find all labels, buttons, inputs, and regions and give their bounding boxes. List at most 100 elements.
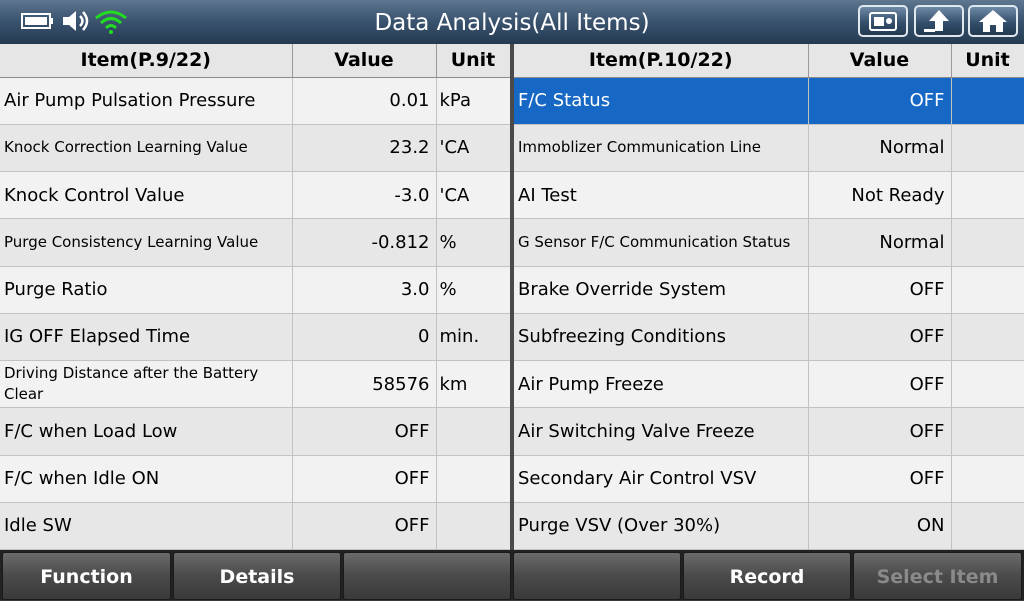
item-unit bbox=[951, 407, 1024, 456]
item-unit bbox=[951, 455, 1024, 503]
item-unit bbox=[951, 218, 1024, 267]
wifi-icon bbox=[95, 10, 127, 34]
item-value: OFF bbox=[292, 455, 437, 503]
item-name: Idle SW bbox=[0, 502, 293, 551]
item-value: 58576 bbox=[292, 360, 437, 409]
item-name: Secondary Air Control VSV bbox=[514, 455, 809, 503]
item-unit bbox=[951, 77, 1024, 125]
home-icon bbox=[979, 10, 1007, 32]
item-value: -0.812 bbox=[292, 218, 437, 267]
screenshot-icon bbox=[869, 12, 897, 31]
blank-button-2[interactable] bbox=[513, 552, 681, 600]
table-row[interactable]: Purge Consistency Learning Value -0.812 … bbox=[0, 218, 511, 267]
column-header-unit[interactable]: Unit bbox=[951, 44, 1024, 78]
item-unit bbox=[436, 502, 511, 551]
panel-divider bbox=[510, 44, 514, 550]
item-value: OFF bbox=[808, 407, 952, 456]
item-unit bbox=[951, 502, 1024, 551]
table-row[interactable]: Knock Correction Learning Value 23.2 'CA bbox=[0, 124, 511, 173]
item-unit: kPa bbox=[436, 77, 511, 125]
column-header-value[interactable]: Value bbox=[292, 44, 437, 78]
item-name: Air Pump Freeze bbox=[514, 360, 809, 409]
record-button[interactable]: Record bbox=[683, 552, 851, 600]
item-value: 23.2 bbox=[292, 124, 437, 173]
item-value: -3.0 bbox=[292, 171, 437, 220]
item-name: Immoblizer Communication Line bbox=[514, 124, 809, 173]
table-row[interactable]: F/C when Load Low OFF bbox=[0, 407, 511, 456]
header-bar: Data Analysis(All Items) bbox=[0, 0, 1024, 45]
item-name: Driving Distance after the Battery Clear bbox=[0, 360, 293, 409]
item-value: OFF bbox=[808, 360, 952, 409]
footer-bar: Function Details Record Select Item bbox=[0, 550, 1024, 600]
table-row[interactable]: Immoblizer Communication Line Normal bbox=[514, 124, 1024, 173]
table-row[interactable]: Air Pump Freeze OFF bbox=[514, 360, 1024, 409]
table-row[interactable]: Air Switching Valve Freeze OFF bbox=[514, 407, 1024, 456]
item-name: Knock Control Value bbox=[0, 171, 293, 220]
table-row[interactable]: F/C when Idle ON OFF bbox=[0, 455, 511, 503]
item-value: OFF bbox=[808, 77, 952, 125]
page-title: Data Analysis(All Items) bbox=[374, 10, 650, 36]
item-unit bbox=[436, 407, 511, 456]
item-value: Not Ready bbox=[808, 171, 952, 220]
table-row[interactable]: IG OFF Elapsed Time 0 min. bbox=[0, 313, 511, 362]
speaker-icon bbox=[63, 11, 89, 31]
item-unit: 'CA bbox=[436, 124, 511, 173]
item-value: OFF bbox=[292, 407, 437, 456]
screenshot-button[interactable] bbox=[858, 5, 908, 37]
item-unit: % bbox=[436, 266, 511, 314]
item-name: F/C when Load Low bbox=[0, 407, 293, 456]
item-value: Normal bbox=[808, 124, 952, 173]
item-unit bbox=[951, 124, 1024, 173]
table-row[interactable]: Purge VSV (Over 30%) ON bbox=[514, 502, 1024, 551]
data-table-left: Item(P.9/22) Value Unit Air Pump Pulsati… bbox=[0, 44, 511, 551]
item-value: OFF bbox=[808, 266, 952, 314]
item-unit bbox=[951, 266, 1024, 314]
column-header-item[interactable]: Item(P.9/22) bbox=[0, 44, 293, 78]
table-row[interactable]: Secondary Air Control VSV OFF bbox=[514, 455, 1024, 503]
table-row[interactable]: Knock Control Value -3.0 'CA bbox=[0, 171, 511, 220]
home-button[interactable] bbox=[968, 5, 1018, 37]
table-row[interactable]: Driving Distance after the Battery Clear… bbox=[0, 360, 511, 409]
details-button[interactable]: Details bbox=[173, 552, 341, 600]
upload-button[interactable] bbox=[914, 5, 964, 37]
item-value: 0.01 bbox=[292, 77, 437, 125]
table-row[interactable]: AI Test Not Ready bbox=[514, 171, 1024, 220]
table-row[interactable]: Brake Override System OFF bbox=[514, 266, 1024, 314]
select-item-button[interactable]: Select Item bbox=[853, 552, 1022, 600]
table-row[interactable]: Idle SW OFF bbox=[0, 502, 511, 551]
item-name: Brake Override System bbox=[514, 266, 809, 314]
item-name: Purge VSV (Over 30%) bbox=[514, 502, 809, 551]
table-row[interactable]: Purge Ratio 3.0 % bbox=[0, 266, 511, 314]
item-name: Purge Consistency Learning Value bbox=[0, 218, 293, 267]
item-name: G Sensor F/C Communication Status bbox=[514, 218, 809, 267]
battery-icon bbox=[21, 13, 53, 29]
item-unit: 'CA bbox=[436, 171, 511, 220]
item-value: ON bbox=[808, 502, 952, 551]
item-value: OFF bbox=[808, 455, 952, 503]
item-unit bbox=[951, 313, 1024, 362]
table-row[interactable]: G Sensor F/C Communication Status Normal bbox=[514, 218, 1024, 267]
table-row[interactable]: Subfreezing Conditions OFF bbox=[514, 313, 1024, 362]
item-value: OFF bbox=[292, 502, 437, 551]
item-name: Purge Ratio bbox=[0, 266, 293, 314]
item-value: Normal bbox=[808, 218, 952, 267]
item-name: IG OFF Elapsed Time bbox=[0, 313, 293, 362]
item-unit bbox=[951, 171, 1024, 220]
column-header-unit[interactable]: Unit bbox=[436, 44, 511, 78]
function-button[interactable]: Function bbox=[2, 552, 171, 600]
table-row[interactable]: Air Pump Pulsation Pressure 0.01 kPa bbox=[0, 77, 511, 125]
item-unit bbox=[951, 360, 1024, 409]
blank-button-1[interactable] bbox=[343, 552, 511, 600]
data-table-right: Item(P.10/22) Value Unit F/C Status OFF … bbox=[514, 44, 1024, 551]
column-header-value[interactable]: Value bbox=[808, 44, 952, 78]
column-header-item[interactable]: Item(P.10/22) bbox=[514, 44, 809, 78]
item-name: Air Switching Valve Freeze bbox=[514, 407, 809, 456]
item-value: 3.0 bbox=[292, 266, 437, 314]
item-name: Knock Correction Learning Value bbox=[0, 124, 293, 173]
item-unit: km bbox=[436, 360, 511, 409]
item-name: Subfreezing Conditions bbox=[514, 313, 809, 362]
item-name: Air Pump Pulsation Pressure bbox=[0, 77, 293, 125]
table-row-selected[interactable]: F/C Status OFF bbox=[514, 77, 1024, 125]
item-unit bbox=[436, 455, 511, 503]
item-name: F/C Status bbox=[514, 77, 809, 125]
